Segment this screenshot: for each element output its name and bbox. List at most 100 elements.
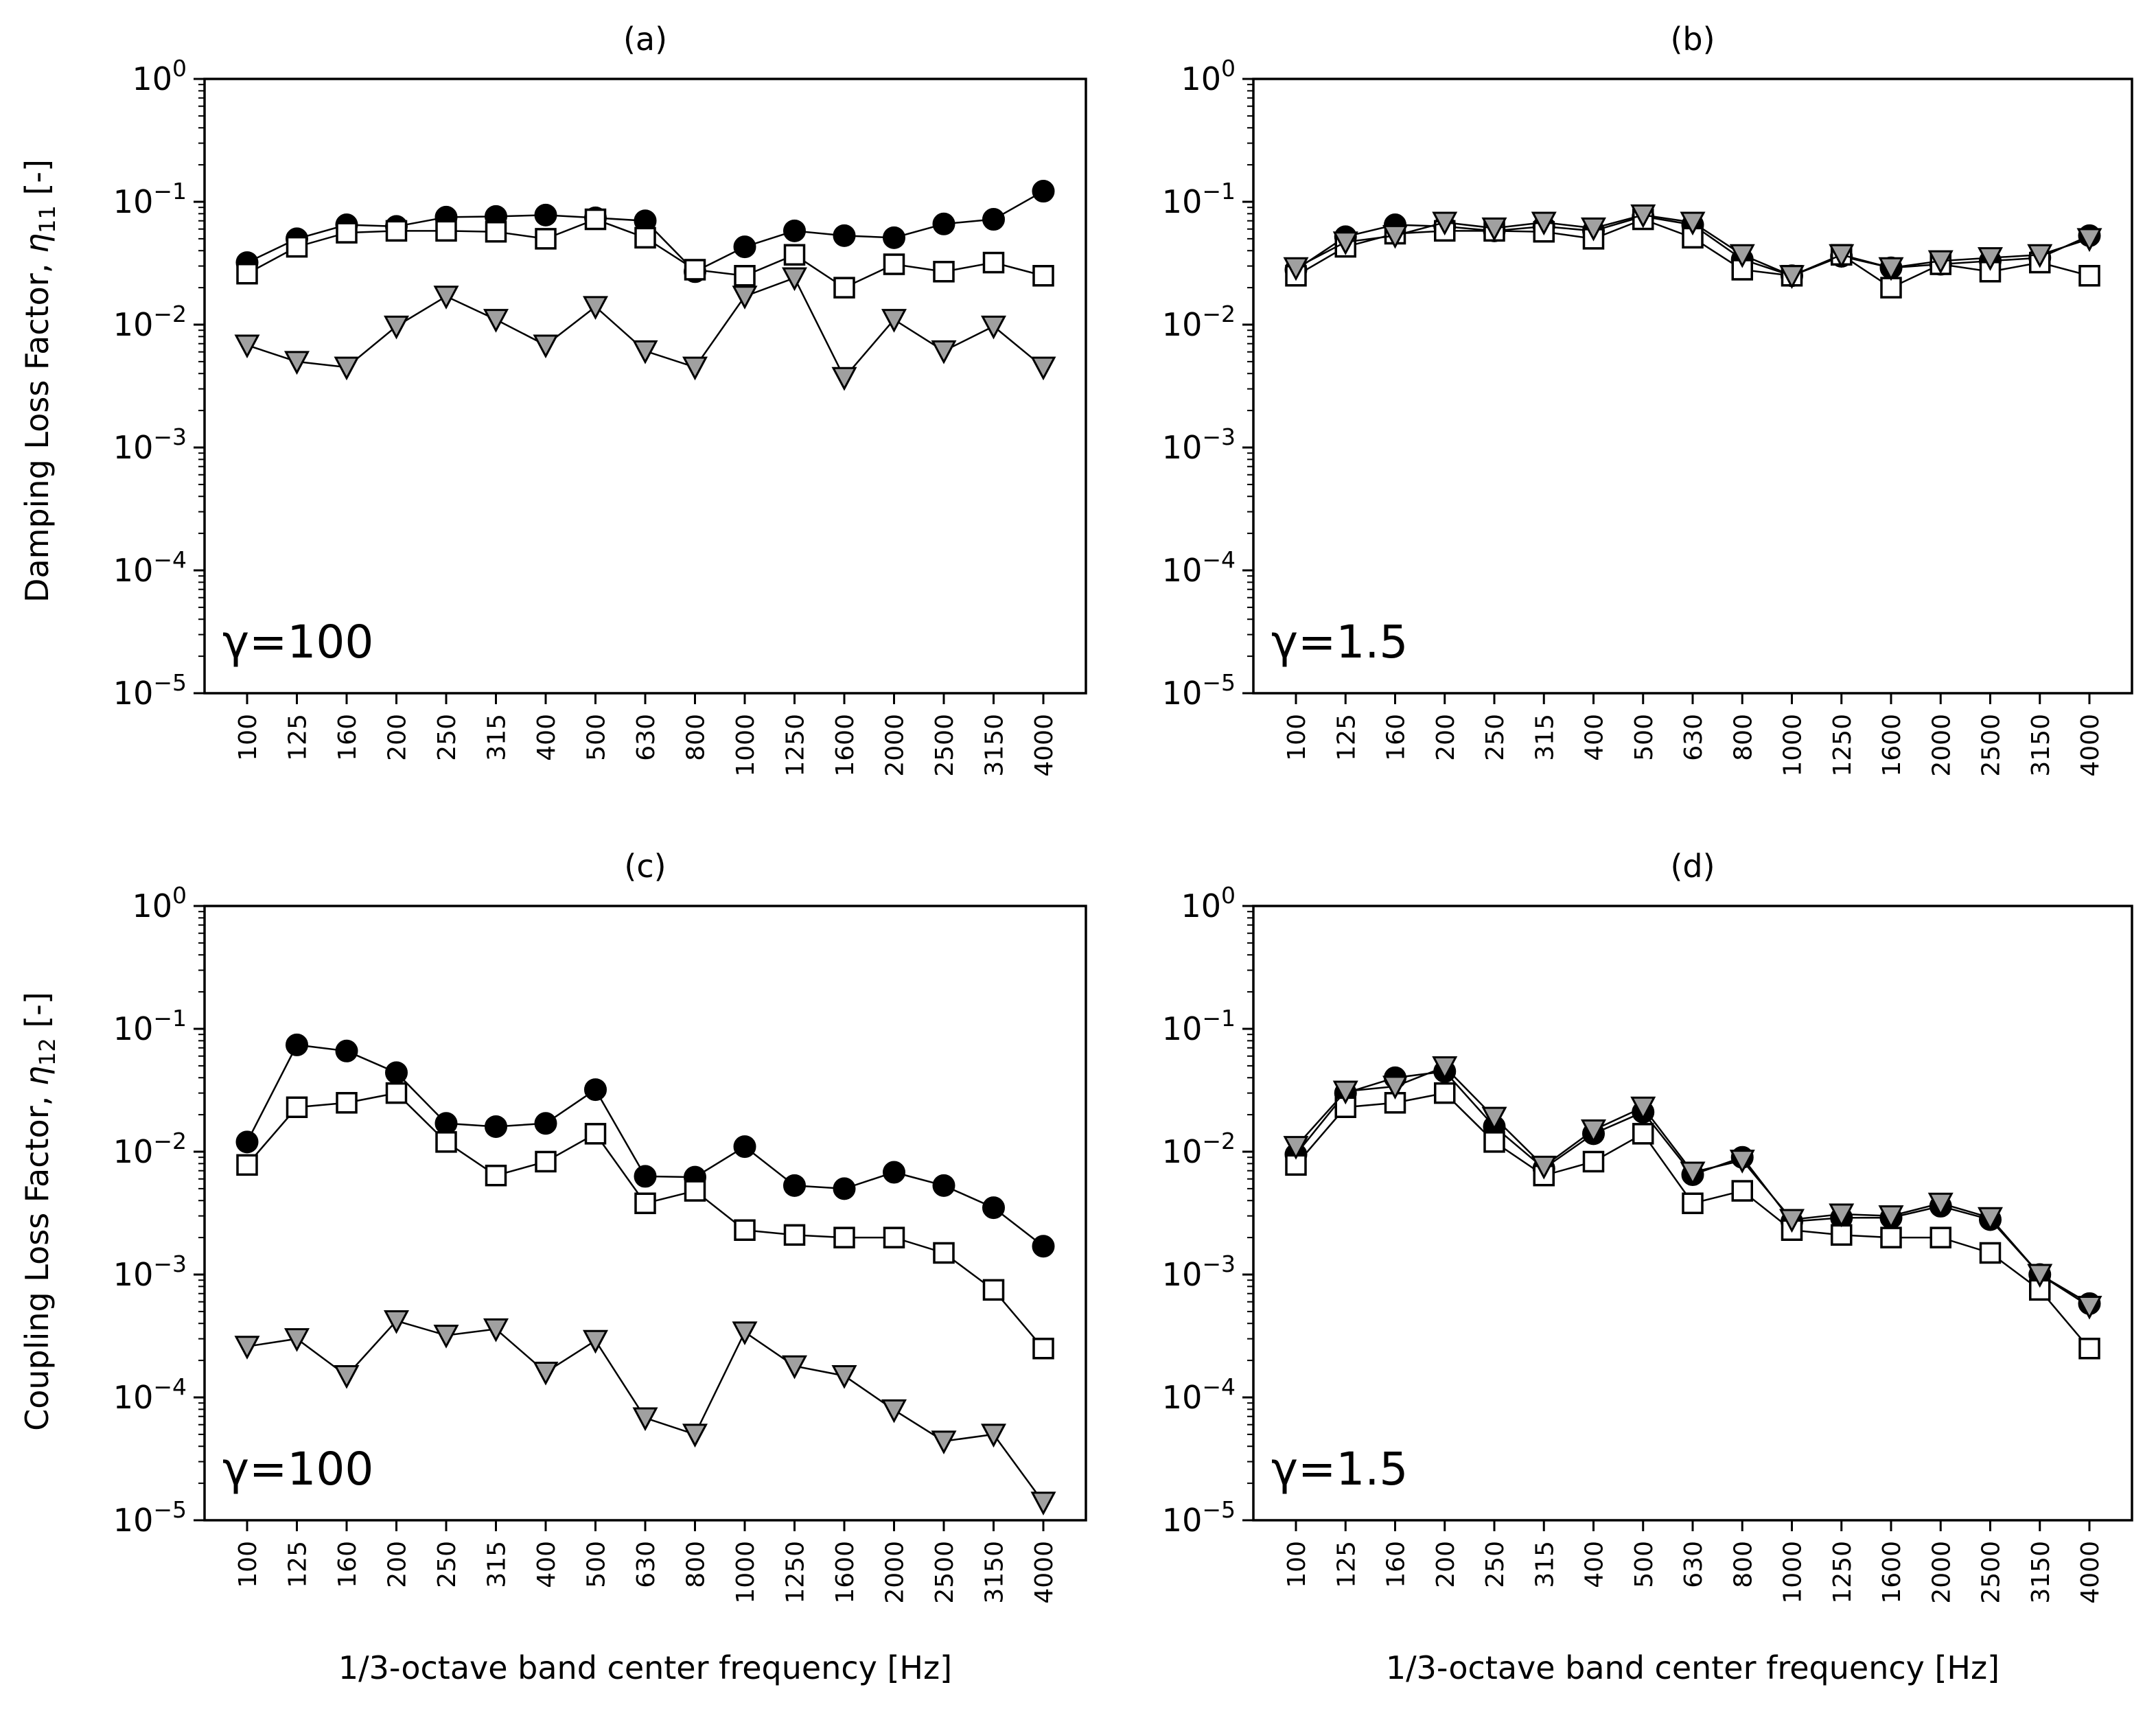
y-tick-label: 10−2 [1162, 1128, 1236, 1170]
marker-square [684, 259, 706, 281]
x-tick-label: 2000 [1927, 714, 1956, 777]
marker-square [535, 228, 557, 250]
marker-triangle [1581, 217, 1606, 242]
x-tick-label: 1600 [1878, 1541, 1906, 1604]
marker-triangle [1581, 1119, 1606, 1143]
marker-square [982, 1279, 1005, 1301]
x-tick-label: 400 [1581, 714, 1609, 761]
x-tick-label: 250 [433, 714, 461, 761]
marker-triangle [533, 334, 559, 359]
y-tick-label: 10−2 [1162, 301, 1236, 343]
ylabel-damping: Damping Loss Factor, η11 [-] [19, 159, 60, 603]
marker-triangle [1283, 1136, 1309, 1160]
x-tick-label: 1250 [1829, 1541, 1857, 1604]
marker-triangle [1729, 1150, 1755, 1174]
marker-circle [733, 1135, 756, 1159]
marker-triangle [533, 1361, 559, 1386]
x-tick-label: 315 [483, 1541, 511, 1588]
panel-c: (c) 10−5 10−4 10−3 10−2 10−1 100 100 125 160 200 25… [113, 848, 1087, 1604]
marker-circle [584, 1078, 607, 1102]
x-tick-label: 2500 [1978, 714, 2006, 777]
marker-triangle [1729, 244, 1755, 268]
marker-circle [534, 203, 557, 226]
x-tick-label: 100 [1283, 714, 1311, 761]
x-tick-label: 1250 [782, 714, 810, 777]
x-tick-label: 4000 [2076, 1541, 2105, 1604]
x-tick-label: 250 [433, 1541, 461, 1588]
x-tick-label: 3150 [2027, 1541, 2055, 1604]
x-tick-label: 160 [1382, 1541, 1411, 1588]
marker-triangle [1779, 265, 1805, 289]
marker-triangle [433, 286, 459, 310]
marker-square [883, 1226, 905, 1248]
gamma-annotation: γ=100 [222, 1443, 373, 1496]
marker-triangle [1829, 244, 1855, 268]
x-tick-label: 315 [483, 714, 511, 761]
marker-triangle [2076, 1295, 2102, 1320]
y-tick-label: 10−1 [1162, 1005, 1236, 1047]
x-tick-label: 200 [1432, 1541, 1460, 1588]
x-tick-label: 2000 [1927, 1541, 1956, 1604]
marker-triangle [483, 1318, 509, 1342]
marker-square [385, 220, 408, 242]
x-tick-label: 250 [1481, 1541, 1509, 1588]
marker-square [2078, 265, 2100, 287]
x-tick-label: 3150 [2027, 714, 2055, 777]
marker-circle [485, 1115, 507, 1138]
panel-d: (d) 10−5 10−4 10−3 10−2 10−1 100 100 125 160 200 25… [1162, 848, 2133, 1604]
marker-square [684, 1180, 706, 1202]
x-tick-label: 100 [234, 714, 262, 761]
marker-triangle [1531, 211, 1557, 236]
y-tick-label: 10−3 [113, 423, 187, 466]
marker-triangle [632, 1407, 658, 1432]
marker-square [734, 265, 756, 287]
marker-circle [883, 226, 905, 249]
marker-triangle [782, 1355, 807, 1380]
marker-square [833, 277, 855, 299]
marker-triangle [1432, 211, 1458, 236]
marker-triangle [1630, 1096, 1656, 1121]
x-tick-label: 3150 [981, 714, 1009, 777]
marker-circle [335, 1039, 358, 1062]
marker-triangle [284, 351, 310, 375]
x-tick-label: 500 [583, 714, 611, 761]
x-tick-label: 630 [632, 1541, 660, 1588]
x-tick-label: 125 [1332, 714, 1360, 761]
marker-triangle [234, 1336, 260, 1360]
marker-square [236, 1154, 258, 1176]
marker-triangle [981, 315, 1006, 340]
x-tick-label: 1250 [782, 1541, 810, 1604]
x-tick-label: 315 [1531, 1541, 1559, 1588]
marker-triangle [931, 340, 957, 364]
marker-triangle [831, 1364, 857, 1389]
ylabel-coupling: Coupling Loss Factor, η12 [-] [19, 992, 60, 1431]
marker-square [485, 220, 507, 243]
marker-square [634, 1192, 656, 1214]
marker-circle [634, 1165, 657, 1188]
x-tick-label: 250 [1481, 714, 1509, 761]
x-tick-label: 2500 [1978, 1541, 2006, 1604]
y-tick-label: 10−2 [113, 301, 187, 343]
marker-triangle [1978, 247, 2003, 271]
marker-square [1979, 1242, 2002, 1264]
x-tick-label: 2500 [931, 714, 959, 777]
x-tick-label: 1600 [831, 1541, 859, 1604]
marker-square [783, 244, 806, 266]
marker-square [734, 1219, 756, 1242]
marker-square [1032, 265, 1054, 287]
marker-circle [932, 1174, 955, 1197]
panel-a: (a) 10−5 10−4 10−3 10−2 10−1 100 100 125 160 200 25… [113, 21, 1087, 777]
x-tick-label: 200 [1432, 714, 1460, 761]
x-tick-label: 1250 [1829, 714, 1857, 777]
x-tick-label: 4000 [2076, 714, 2105, 777]
y-tick-label: 100 [1181, 55, 1236, 97]
marker-square [286, 235, 308, 258]
marker-square [1731, 1180, 1753, 1202]
y-tick-label: 10−1 [1162, 178, 1236, 220]
y-tick-label: 10−1 [113, 1005, 187, 1047]
marker-triangle [1878, 1205, 1904, 1229]
x-tick-label: 160 [1382, 714, 1411, 761]
x-tick-label: 1000 [1779, 1541, 1807, 1604]
marker-circle [1032, 1235, 1055, 1258]
y-tick-label: 10−5 [113, 669, 187, 712]
